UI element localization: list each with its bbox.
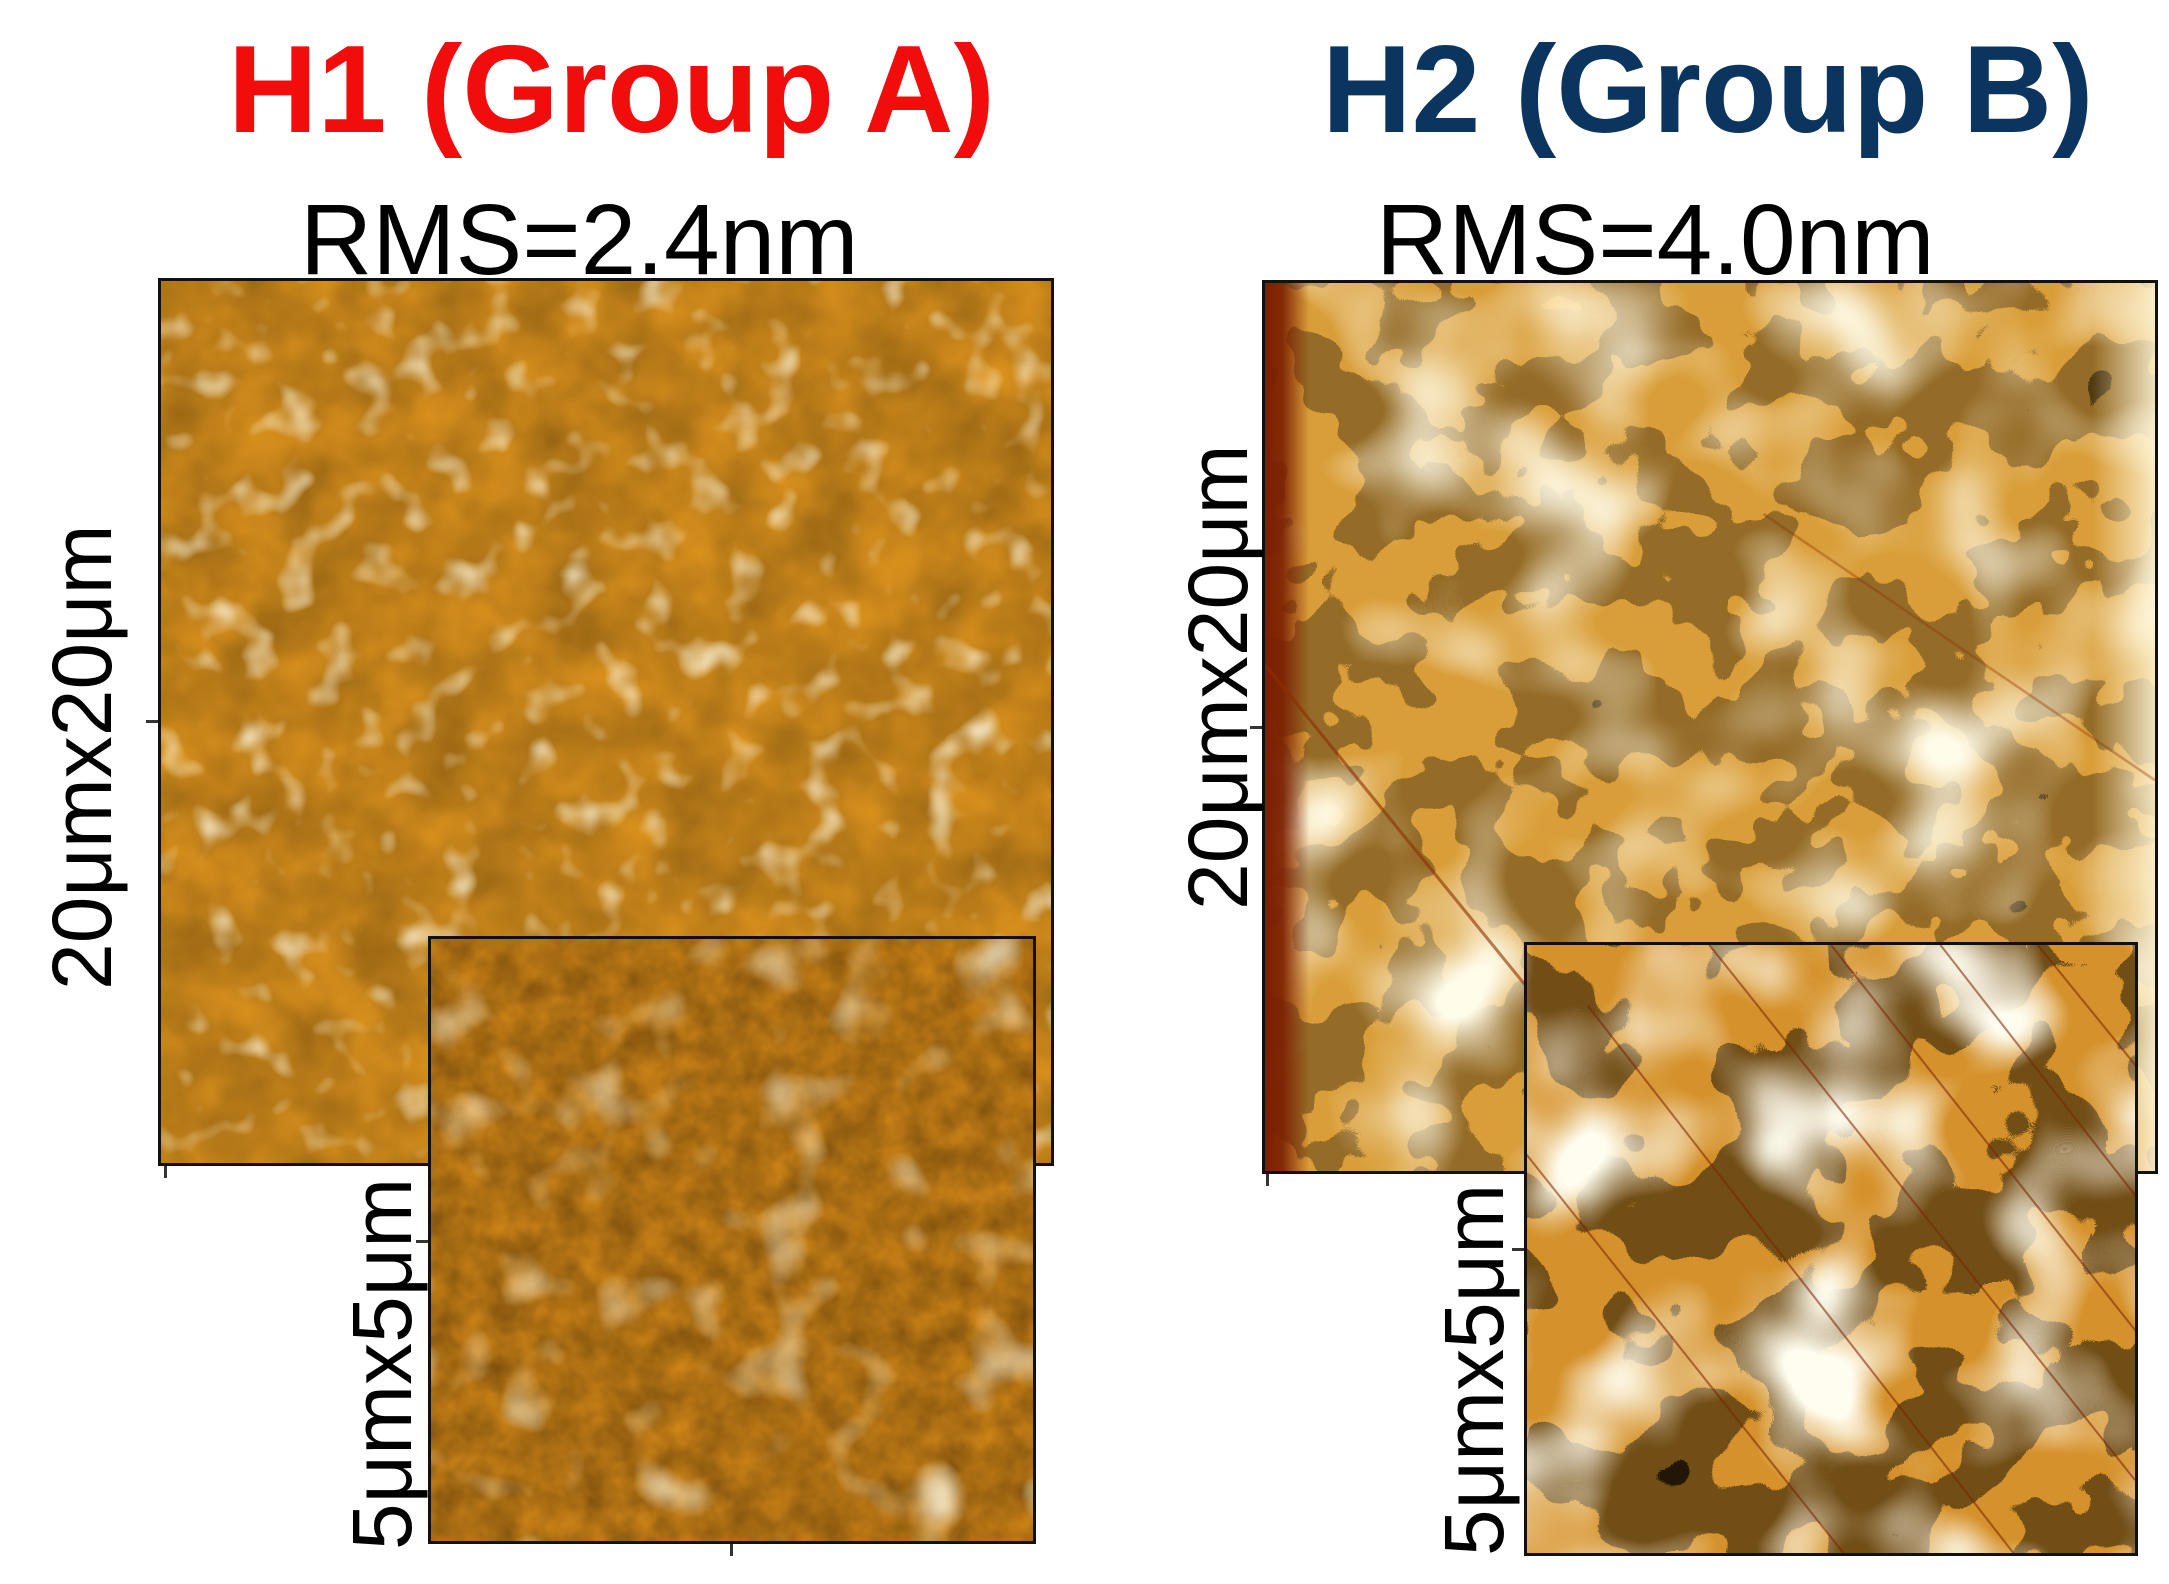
panel-b-inset-afm-image bbox=[1524, 942, 2138, 1556]
panel-a-title: H1 (Group A) bbox=[228, 21, 995, 159]
panel-a-inset-afm-image bbox=[428, 936, 1036, 1544]
panel-a-axis-tick bbox=[146, 720, 158, 723]
panel-b-inset-axis-tick bbox=[1512, 1248, 1524, 1251]
panel-a-large-scan-label: 20μmx20μm bbox=[35, 524, 129, 990]
panel-b-inset-scan-label: 5μmx5μm bbox=[1427, 1183, 1521, 1556]
panel-b-rms-label: RMS=4.0nm bbox=[1376, 184, 1935, 296]
panel-b-axis-tick bbox=[1250, 726, 1262, 729]
panel-a-axis-tick bbox=[164, 1166, 167, 1178]
panel-a-rms-label: RMS=2.4nm bbox=[300, 184, 859, 296]
panel-a-inset-scan-label: 5μmx5μm bbox=[335, 1177, 429, 1550]
panel-a-inset-axis-tick bbox=[416, 1240, 428, 1243]
panel-a-inset-axis-tick bbox=[730, 1544, 733, 1556]
panel-b-axis-tick bbox=[1266, 1174, 1269, 1186]
panel-b-large-scan-label: 20μmx20μm bbox=[1171, 444, 1265, 910]
panel-b-title: H2 (Group B) bbox=[1322, 21, 2094, 159]
